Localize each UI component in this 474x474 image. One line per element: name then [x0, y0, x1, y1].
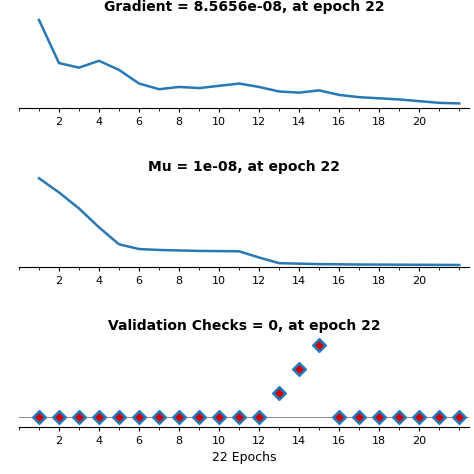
Title: Validation Checks = 0, at epoch 22: Validation Checks = 0, at epoch 22: [108, 319, 381, 333]
Title: Mu = 1e-08, at epoch 22: Mu = 1e-08, at epoch 22: [148, 160, 340, 173]
Title: Gradient = 8.5656e-08, at epoch 22: Gradient = 8.5656e-08, at epoch 22: [104, 0, 384, 14]
X-axis label: 22 Epochs: 22 Epochs: [212, 451, 276, 464]
